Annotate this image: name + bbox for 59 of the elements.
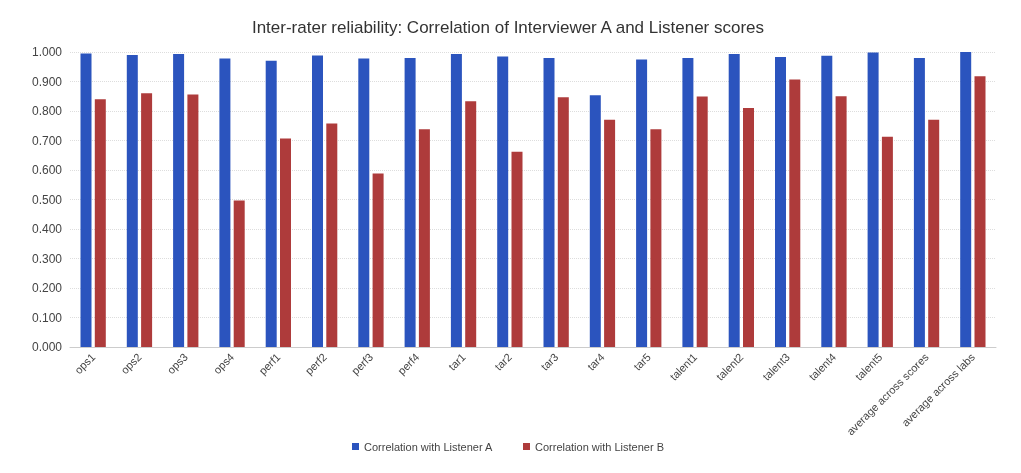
bar [312,55,323,347]
bar [789,79,801,347]
bar [126,54,138,347]
legend-label: Correlation with Listener B [535,440,665,453]
bar [187,94,199,347]
bar [233,200,245,347]
bar [650,129,662,347]
bar [557,97,569,347]
bar [219,58,231,347]
bar [80,53,92,347]
bar [358,58,370,347]
y-tick-label: 0.800 [31,104,63,118]
bar [404,57,416,347]
bar [173,54,185,347]
bar [974,76,986,347]
y-tick-label: 0.300 [31,251,63,266]
bar [465,101,477,347]
bar [141,93,153,347]
bar [867,52,879,347]
x-tick-label: tar1 [445,350,468,373]
bar [928,119,940,347]
bar [743,108,754,347]
bar [881,136,893,347]
y-tick-label: 0.600 [31,163,63,177]
y-tick-label: 0.200 [31,281,63,295]
bar [543,57,555,347]
y-tick-label: 0.500 [31,192,63,207]
x-tick-label: tar3 [538,350,561,373]
x-tick-label: tar2 [492,350,515,373]
bar [280,138,291,347]
bar [497,56,509,347]
y-tick-label: 0.400 [31,222,63,236]
bar [326,123,338,347]
bar [636,59,648,347]
y-tick-label: 0.900 [31,74,63,89]
bar [821,55,833,347]
bar [913,57,925,347]
bar [450,54,462,347]
bar [960,52,972,347]
y-tick-label: 0.000 [31,340,63,354]
y-tick-label: 1.000 [31,45,63,59]
bar [418,129,430,347]
bar [696,96,708,347]
bar [94,99,106,347]
bar [372,173,384,347]
bar [511,151,523,347]
bar [265,60,277,347]
bar [775,57,786,347]
bar [682,57,694,347]
bar [835,96,847,347]
bar [589,95,601,347]
bar [728,54,740,347]
y-tick-label: 0.700 [31,133,63,148]
y-tick-label: 0.100 [31,310,63,325]
x-tick-label: tar4 [584,350,607,373]
bar [604,119,616,347]
x-tick-label: tar5 [631,350,653,373]
legend-label: Correlation with Listener A [364,440,494,453]
chart-title: Inter-rater reliability: Correlation of Interviewer A and Listener scores [251,18,765,37]
